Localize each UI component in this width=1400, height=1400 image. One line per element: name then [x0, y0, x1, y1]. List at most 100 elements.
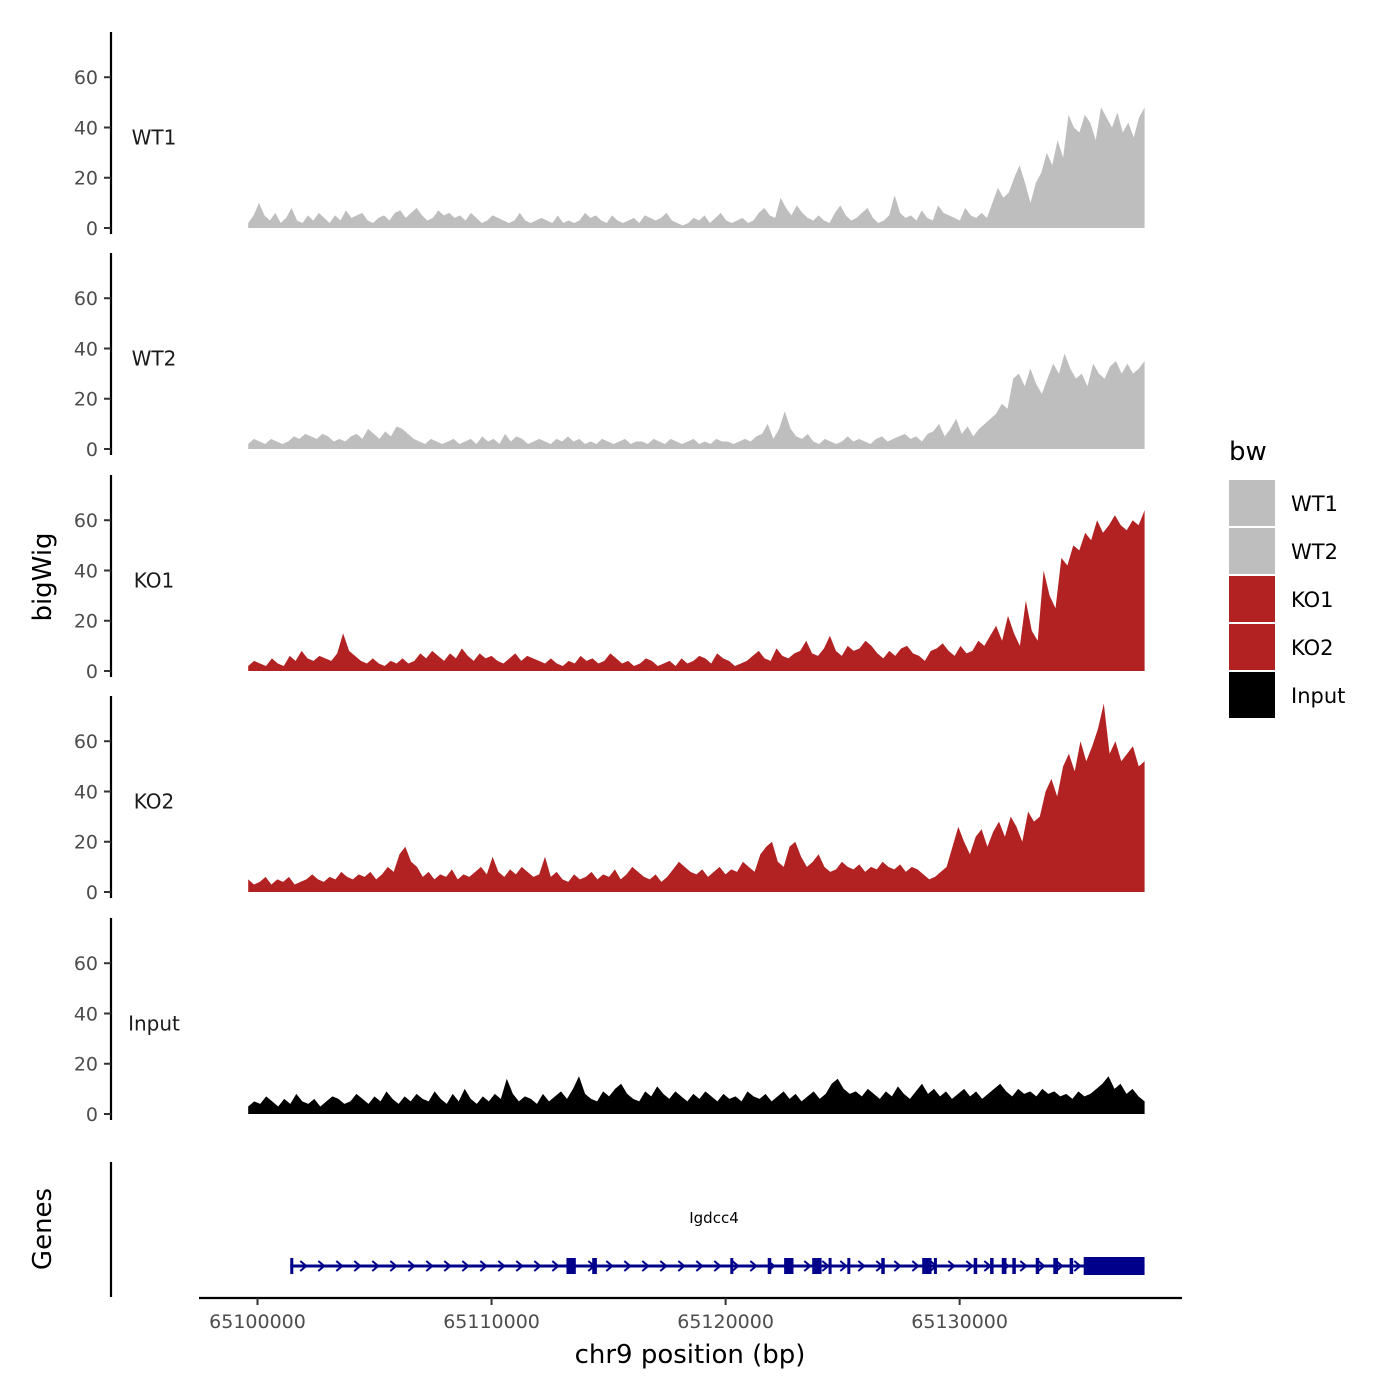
- y-axis-title: bigWig: [28, 532, 58, 621]
- gene-strand-arrow: [713, 1260, 722, 1272]
- gene-strand-arrow: [839, 1260, 848, 1272]
- y-tick-label: 0: [86, 882, 98, 904]
- legend-title: bw: [1229, 437, 1267, 467]
- gene-strand-arrow: [551, 1260, 560, 1272]
- gene-exon: [290, 1258, 294, 1274]
- legend-item-ko2: KO2: [1229, 624, 1334, 670]
- legend: bw WT1 WT2 KO1 KO2 Input: [1229, 437, 1345, 718]
- y-tick-label: 60: [74, 288, 98, 310]
- gene-strand-arrow: [371, 1260, 380, 1272]
- gene-strand-arrow: [695, 1260, 704, 1272]
- gene-exon: [847, 1258, 851, 1274]
- y-tick-label: 60: [74, 731, 98, 753]
- legend-swatch: [1229, 624, 1275, 670]
- gene-strand-arrow: [965, 1260, 974, 1272]
- gene-exon: [973, 1258, 978, 1274]
- gene-exon: [933, 1258, 937, 1274]
- gene-strand-arrow: [515, 1260, 524, 1272]
- gene-model: [290, 1257, 1145, 1275]
- legend-label: WT2: [1291, 540, 1338, 564]
- gene-exon: [1083, 1257, 1145, 1275]
- track-label-wt2: WT2: [132, 347, 177, 371]
- gene-strand-arrow: [1037, 1260, 1046, 1272]
- gene-strand-arrow: [497, 1260, 506, 1272]
- gene-exon: [566, 1258, 576, 1274]
- gene-strand-arrow: [803, 1260, 812, 1272]
- gene-strand-arrow: [1073, 1260, 1082, 1272]
- x-tick-label: 65130000: [911, 1311, 1008, 1333]
- gene-exon: [1012, 1258, 1016, 1274]
- track-wt2: 0 20 40 60 WT2: [74, 253, 1145, 461]
- gene-exon: [592, 1258, 597, 1274]
- gene-strand-arrow: [623, 1260, 632, 1272]
- legend-label: KO1: [1291, 588, 1334, 612]
- area-wt1: [248, 107, 1145, 228]
- gene-strand-arrow: [947, 1260, 956, 1272]
- x-tick-label: 65120000: [677, 1311, 774, 1333]
- legend-swatch: [1229, 576, 1275, 622]
- area-ko1: [248, 510, 1145, 671]
- y-tick-label: 0: [86, 218, 98, 240]
- y-tick-label: 40: [74, 117, 98, 139]
- y-tick-label: 40: [74, 781, 98, 803]
- gene-exon: [1053, 1258, 1058, 1274]
- gene-exon: [767, 1258, 772, 1274]
- track-input: 0 20 40 60 Input: [74, 918, 1145, 1126]
- gene-strand-arrow: [389, 1260, 398, 1272]
- gene-strand-arrow: [407, 1260, 416, 1272]
- gene-exon: [990, 1258, 994, 1274]
- genes-panel: Genes Igdcc4: [28, 1162, 1145, 1297]
- gene-strand-arrow: [605, 1260, 614, 1272]
- y-tick-label: 0: [86, 661, 98, 683]
- gene-strand-arrow: [659, 1260, 668, 1272]
- gene-exon: [730, 1258, 734, 1274]
- gene-strand-arrow: [641, 1260, 650, 1272]
- area-input: [248, 1076, 1145, 1114]
- y-tick-label: 40: [74, 560, 98, 582]
- legend-swatch: [1229, 672, 1275, 718]
- gene-strand-arrow: [353, 1260, 362, 1272]
- gene-exon: [812, 1258, 822, 1274]
- x-axis-title: chr9 position (bp): [575, 1340, 806, 1370]
- tracks-group: 0 20 40 60 WT1 0 20 40 60 WT2 0 20 40 60 KO1 0 20 40 60 KO2…: [74, 32, 1145, 1126]
- x-axis: 65100000 65110000 65120000 65130000 chr9 po…: [199, 1296, 1182, 1370]
- x-tick-label: 65110000: [443, 1311, 540, 1333]
- gene-strand-arrow: [299, 1260, 308, 1272]
- gene-strand-arrow: [335, 1260, 344, 1272]
- gene-strand-arrow: [443, 1260, 452, 1272]
- gene-strand-arrow: [821, 1260, 830, 1272]
- gene-strand-arrow: [1055, 1260, 1064, 1272]
- gene-strand-arrow: [317, 1260, 326, 1272]
- gene-strand-arrow: [857, 1260, 866, 1272]
- y-tick-label: 0: [86, 439, 98, 461]
- track-label-ko1: KO1: [134, 569, 175, 593]
- gene-label: Igdcc4: [689, 1209, 739, 1227]
- track-label-wt1: WT1: [132, 126, 177, 150]
- x-ticks: 65100000 65110000 65120000 65130000: [209, 1298, 1008, 1333]
- gene-strand-arrow: [479, 1260, 488, 1272]
- legend-item-input: Input: [1229, 672, 1345, 718]
- gene-exon: [1001, 1258, 1007, 1274]
- legend-swatch: [1229, 480, 1275, 526]
- y-tick-label: 20: [74, 832, 98, 854]
- gene-strand-arrow: [911, 1260, 920, 1272]
- area-ko2: [248, 703, 1145, 892]
- gene-strand-arrow: [1019, 1260, 1028, 1272]
- gene-exon: [881, 1258, 885, 1274]
- y-tick-label: 20: [74, 389, 98, 411]
- y-tick-label: 60: [74, 510, 98, 532]
- legend-item-ko1: KO1: [1229, 576, 1334, 622]
- gene-strand-arrow: [425, 1260, 434, 1272]
- track-label-ko2: KO2: [134, 790, 175, 814]
- area-wt2: [248, 353, 1145, 449]
- y-tick-label: 20: [74, 168, 98, 190]
- gene-exon: [1035, 1258, 1040, 1274]
- gene-strand-arrow: [731, 1260, 740, 1272]
- track-wt1: 0 20 40 60 WT1: [74, 32, 1145, 240]
- gene-strand-arrow: [749, 1260, 758, 1272]
- gene-strand-arrow: [677, 1260, 686, 1272]
- y-tick-label: 20: [74, 1054, 98, 1076]
- y-tick-label: 40: [74, 1003, 98, 1025]
- legend-item-wt2: WT2: [1229, 528, 1338, 574]
- x-tick-label: 65100000: [209, 1311, 306, 1333]
